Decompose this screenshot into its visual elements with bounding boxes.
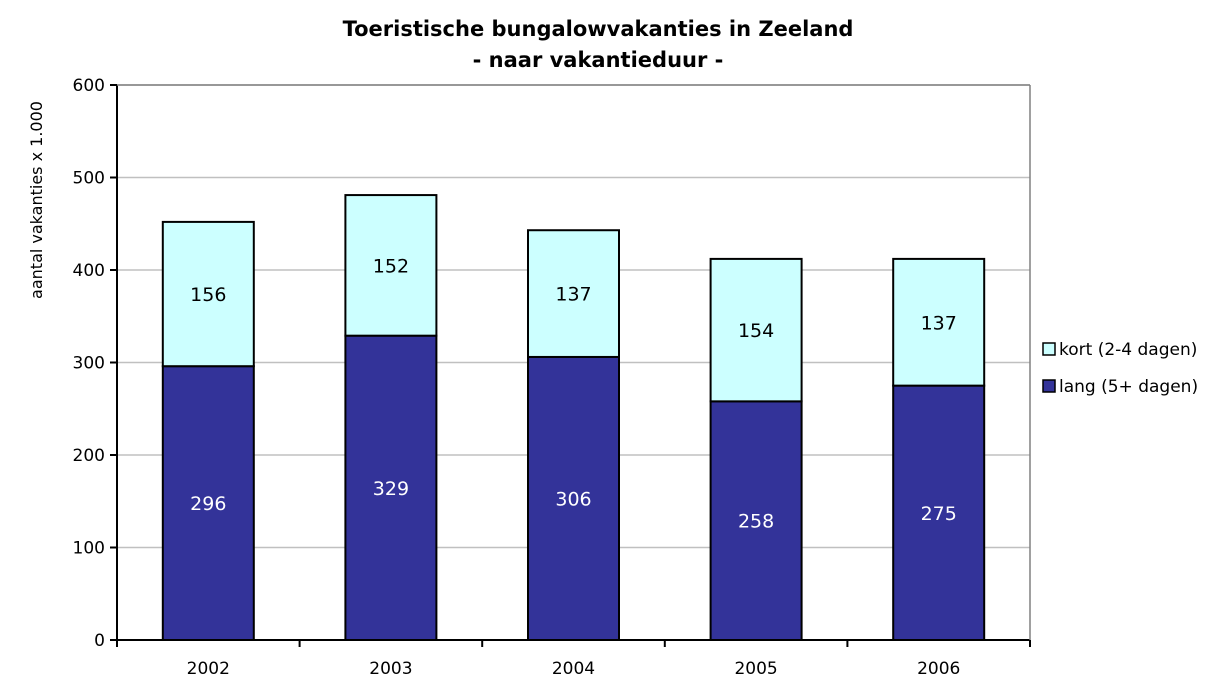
bar-segment bbox=[527, 355, 620, 641]
bar-segment bbox=[892, 384, 986, 641]
data-label: 329 bbox=[373, 478, 409, 500]
legend-swatch bbox=[1042, 379, 1056, 393]
y-tick-label: 0 bbox=[94, 631, 105, 651]
y-tick-label: 500 bbox=[73, 169, 105, 189]
legend: kort (2-4 dagen) lang (5+ dagen) bbox=[1042, 340, 1198, 397]
bar-segment bbox=[709, 257, 803, 403]
x-tick-label: 2002 bbox=[187, 659, 230, 679]
data-label: 137 bbox=[555, 284, 591, 306]
data-label: 306 bbox=[555, 488, 591, 510]
y-tick-label: 100 bbox=[73, 539, 105, 559]
x-tick-label: 2005 bbox=[734, 659, 777, 679]
data-label: 154 bbox=[738, 320, 774, 342]
x-tick-label: 2004 bbox=[552, 659, 595, 679]
legend-swatch bbox=[1042, 342, 1056, 356]
legend-label: kort (2-4 dagen) bbox=[1059, 340, 1197, 360]
data-label: 275 bbox=[921, 503, 957, 525]
axes: 0 100 200 300 400 500 600 2002 2003 2004 2005 2006 bbox=[73, 76, 1031, 679]
bars: 296 156 329 152 306 137 258 154 275 137 bbox=[161, 194, 986, 641]
bar-segment bbox=[892, 257, 986, 387]
bar-segment bbox=[344, 334, 438, 641]
x-tick-label: 2006 bbox=[917, 659, 960, 679]
data-label: 152 bbox=[373, 255, 409, 277]
y-tick-label: 200 bbox=[73, 446, 105, 466]
data-label: 137 bbox=[921, 312, 957, 334]
data-label: 258 bbox=[738, 511, 774, 533]
bar-segment bbox=[527, 229, 620, 358]
chart-title: Toeristische bungalowvakanties in Zeelan… bbox=[343, 17, 854, 41]
legend-label: lang (5+ dagen) bbox=[1059, 377, 1198, 397]
bar-segment bbox=[709, 400, 803, 641]
y-axis-label: aantal vakanties x 1.000 bbox=[27, 101, 46, 299]
data-label: 156 bbox=[190, 284, 226, 306]
bar-segment bbox=[161, 365, 255, 641]
bar-segment bbox=[344, 194, 438, 337]
data-label: 296 bbox=[190, 493, 226, 515]
y-tick-label: 300 bbox=[73, 354, 105, 374]
bar-segment bbox=[161, 220, 255, 368]
y-tick-label: 600 bbox=[73, 76, 105, 96]
y-tick-label: 400 bbox=[73, 261, 105, 281]
x-tick-label: 2003 bbox=[369, 659, 412, 679]
chart-subtitle: - naar vakantieduur - bbox=[473, 48, 724, 72]
